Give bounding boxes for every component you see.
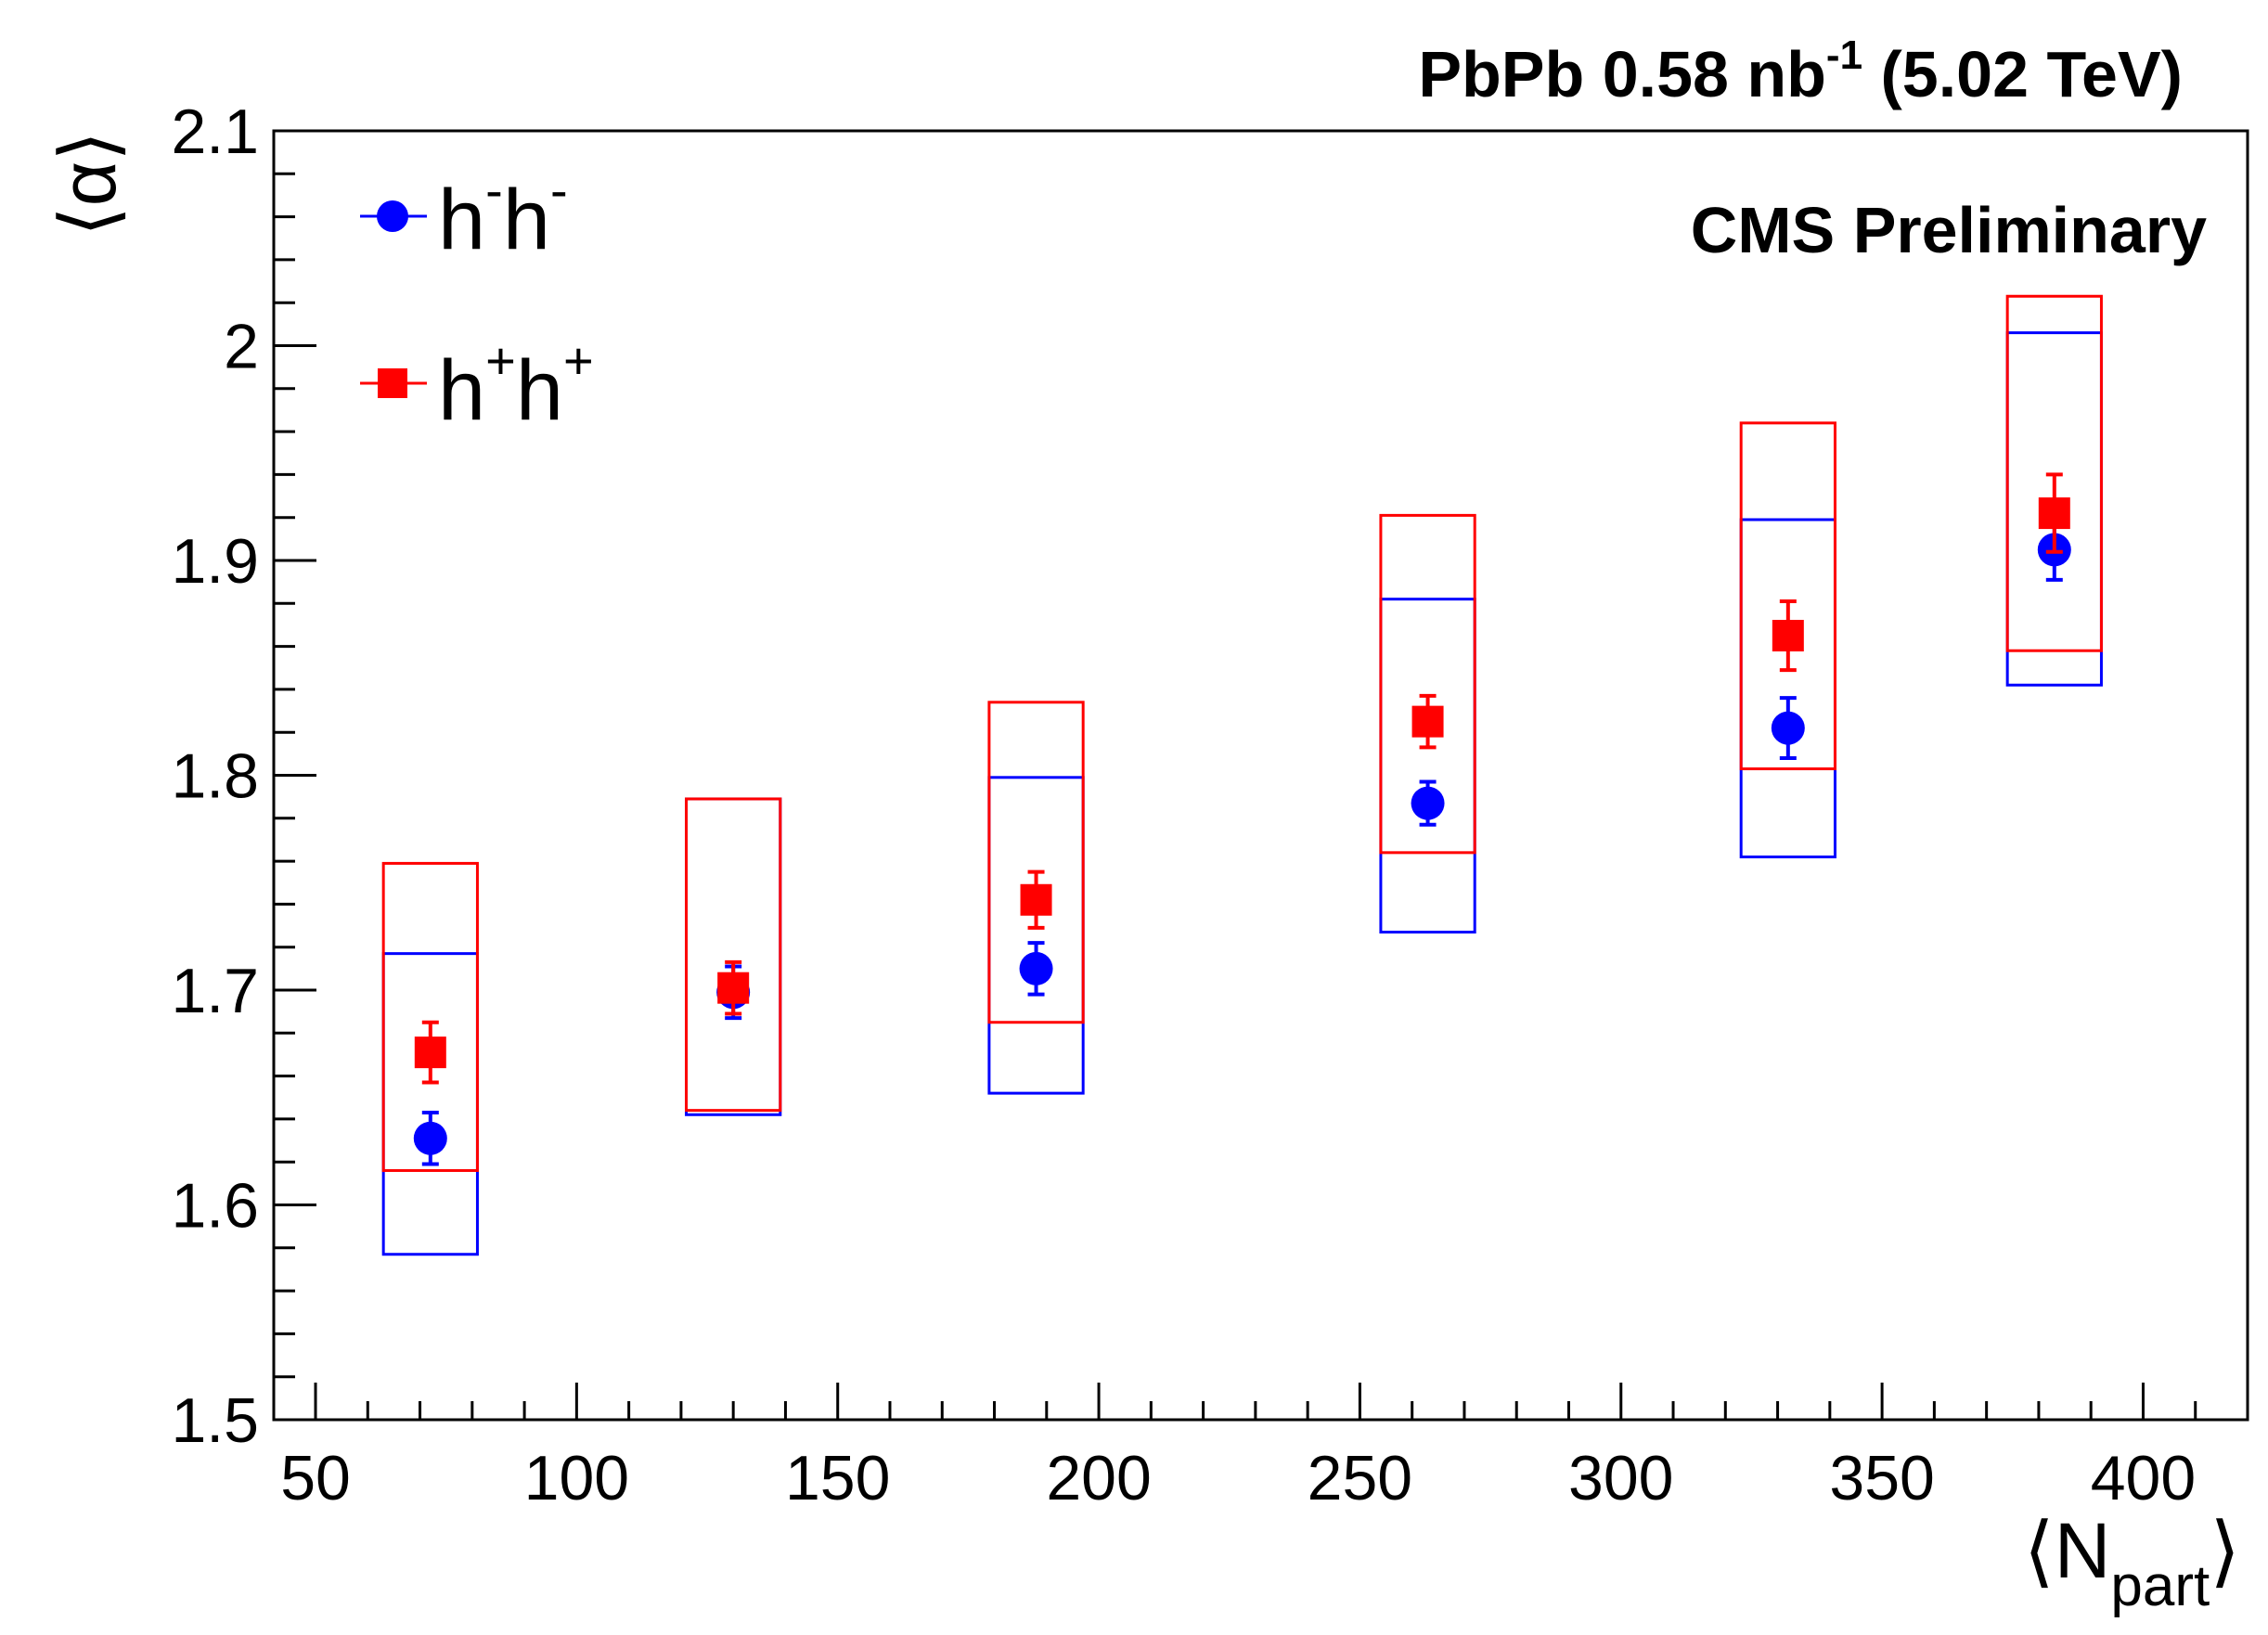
x-tick-label: 300 bbox=[1568, 1443, 1673, 1513]
data-point-hplushplus bbox=[414, 1036, 446, 1069]
x-axis-title: ⟨Npart⟩ bbox=[2024, 1507, 2240, 1618]
y-axis-title: ⟨α⟩ bbox=[45, 131, 132, 237]
y-tick-label: 1.6 bbox=[171, 1171, 259, 1242]
x-tick-label: 400 bbox=[2091, 1443, 2196, 1513]
y-tick-label: 1.9 bbox=[171, 526, 259, 597]
y-tick-label: 2 bbox=[224, 312, 259, 382]
legend-entry-h-minus-h-minus: h-h- bbox=[360, 161, 568, 267]
x-tick-label: 250 bbox=[1308, 1443, 1412, 1513]
data-point-hplushplus bbox=[1772, 620, 1804, 652]
tick-labels: 50 100 150 200 250 300 350 400 1.5 1.6 1.7 1.8 1.9 2 2… bbox=[171, 97, 2196, 1513]
chart-title: PbPb 0.58 nb-1 (5.02 TeV) bbox=[1418, 32, 2183, 110]
y-tick-label: 2.1 bbox=[171, 97, 259, 167]
legend: h-h- h+h+ bbox=[360, 161, 594, 438]
data-point-hplushplus bbox=[1020, 883, 1052, 916]
plot-frame bbox=[272, 129, 2249, 1422]
data-point-hplushplus bbox=[717, 972, 750, 1004]
y-tick-label: 1.8 bbox=[171, 741, 259, 812]
y-tick-label: 1.5 bbox=[171, 1385, 259, 1456]
legend-entry-h-plus-h-plus: h+h+ bbox=[360, 331, 594, 438]
x-tick-label: 350 bbox=[1829, 1443, 1934, 1513]
x-tick-label: 150 bbox=[785, 1443, 890, 1513]
data-point-hminushminus bbox=[413, 1121, 447, 1155]
sys-box-hplushplus bbox=[1739, 421, 1836, 771]
cms-preliminary-label: CMS Preliminary bbox=[1691, 194, 2207, 266]
data-points bbox=[413, 472, 2071, 1166]
x-tick-label: 200 bbox=[1046, 1443, 1151, 1513]
sys-box-hplushplus bbox=[987, 701, 1085, 1024]
sys-box-hplushplus bbox=[685, 797, 782, 1113]
y-tick-label: 1.7 bbox=[171, 956, 259, 1026]
sys-box-hplushplus bbox=[1379, 513, 1476, 855]
axis-ticks bbox=[274, 129, 2249, 1422]
systematic-boxes bbox=[381, 294, 2103, 1256]
data-point-hminushminus bbox=[1771, 711, 1805, 745]
legend-label-h-plus-h-plus: h+h+ bbox=[438, 331, 594, 438]
x-tick-label: 100 bbox=[524, 1443, 629, 1513]
sys-box-hplushplus bbox=[381, 861, 479, 1172]
legend-label-h-minus-h-minus: h-h- bbox=[438, 161, 568, 267]
data-point-hplushplus bbox=[2038, 497, 2070, 530]
sys-box-hplushplus bbox=[2005, 294, 2103, 652]
data-point-hminushminus bbox=[1019, 951, 1053, 985]
data-point-hplushplus bbox=[1411, 705, 1444, 738]
legend-marker-circle bbox=[377, 200, 408, 232]
x-tick-label: 50 bbox=[280, 1443, 351, 1513]
legend-marker-square bbox=[378, 368, 407, 398]
data-point-hminushminus bbox=[1411, 786, 1445, 820]
